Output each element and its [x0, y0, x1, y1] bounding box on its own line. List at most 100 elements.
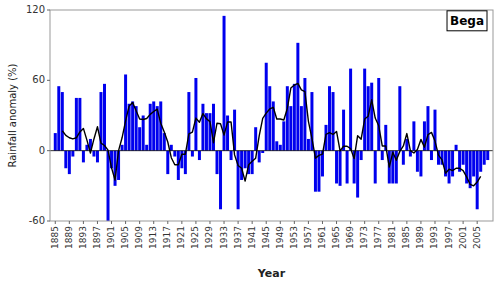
chart: -600601201885188918931897190119051909191…: [0, 0, 501, 285]
bar: [339, 151, 342, 186]
y-tick: [47, 10, 50, 11]
y-tick-label: 120: [26, 4, 45, 15]
x-tick-label: 1985: [401, 226, 411, 249]
bar: [121, 145, 124, 151]
x-tick-label: 1965: [331, 226, 341, 249]
bar: [395, 151, 398, 184]
x-tick: [434, 221, 435, 224]
x-tick: [336, 221, 337, 224]
bar: [237, 151, 240, 210]
bar: [152, 101, 155, 150]
bar: [356, 151, 359, 198]
y-tick: [47, 221, 50, 222]
bar: [265, 63, 268, 151]
bar: [296, 43, 299, 151]
plot-area: [50, 16, 493, 221]
title-box: Bega: [447, 11, 487, 31]
bar: [142, 116, 145, 151]
bar: [300, 106, 303, 151]
x-tick-label: 1893: [78, 226, 88, 249]
x-tick: [308, 221, 309, 224]
bar: [71, 151, 74, 157]
x-tick-label: 1997: [444, 226, 454, 249]
bar: [75, 98, 78, 151]
bar: [472, 151, 475, 177]
x-tick-label: 1945: [261, 226, 271, 249]
bar: [226, 116, 229, 151]
x-tick-label: 1929: [204, 226, 214, 249]
bar: [307, 139, 310, 151]
x-tick: [97, 221, 98, 224]
bar: [201, 104, 204, 151]
y-tick-label: 60: [32, 74, 45, 85]
x-axis-label: Year: [257, 267, 286, 280]
x-tick: [83, 221, 84, 224]
running-mean-line: [62, 83, 480, 185]
bar: [419, 151, 422, 177]
bar: [426, 106, 429, 151]
bar: [92, 151, 95, 157]
bar: [145, 145, 148, 151]
bar: [349, 69, 352, 151]
x-tick-label: 1961: [317, 226, 327, 249]
y-tick-label: -60: [29, 215, 45, 226]
x-tick: [224, 221, 225, 224]
bar: [374, 151, 377, 184]
x-tick: [167, 221, 168, 224]
bar: [170, 145, 173, 151]
x-tick-label: 1889: [64, 226, 74, 249]
zero-line: [50, 150, 493, 151]
x-tick: [364, 221, 365, 224]
title-frame: [447, 11, 487, 31]
bar: [402, 151, 405, 165]
bar: [451, 151, 454, 177]
x-tick: [378, 221, 379, 224]
bar: [335, 151, 338, 184]
bar: [416, 151, 419, 172]
bar: [303, 78, 306, 151]
x-tick-label: 1921: [176, 226, 186, 249]
bar: [198, 151, 201, 160]
bar: [455, 145, 458, 151]
x-tick: [181, 221, 182, 224]
x-tick: [280, 221, 281, 224]
bar: [191, 151, 194, 157]
x-tick: [477, 221, 478, 224]
bar: [244, 151, 247, 169]
bar: [398, 86, 401, 150]
bar: [381, 151, 384, 160]
bar: [289, 106, 292, 151]
x-tick: [294, 221, 295, 224]
bar: [78, 98, 81, 151]
x-tick-label: 1957: [303, 226, 313, 249]
x-tick: [125, 221, 126, 224]
bar: [275, 141, 278, 150]
bar: [194, 78, 197, 151]
x-tick-label: 1933: [219, 226, 229, 249]
x-tick: [406, 221, 407, 224]
x-tick-label: 1993: [429, 226, 439, 249]
x-tick-label: 1901: [106, 226, 116, 249]
bar: [377, 78, 380, 151]
bar: [367, 86, 370, 150]
x-tick: [139, 221, 140, 224]
bar: [138, 127, 141, 150]
x-tick-label: 1917: [162, 226, 172, 249]
bar: [82, 151, 85, 163]
x-tick-label: 1977: [373, 226, 383, 249]
bar: [342, 110, 345, 151]
title: Bega: [450, 14, 484, 28]
bar: [124, 74, 127, 150]
x-tick: [252, 221, 253, 224]
bar: [166, 151, 169, 174]
x-tick-label: 1937: [233, 226, 243, 249]
y-tick: [47, 80, 50, 81]
bar: [268, 86, 271, 150]
bar: [219, 151, 222, 210]
bar: [486, 151, 489, 160]
bar: [448, 151, 451, 184]
bar: [57, 86, 60, 150]
x-tick-label: 1909: [134, 226, 144, 249]
bar: [483, 151, 486, 165]
bar: [61, 92, 64, 151]
